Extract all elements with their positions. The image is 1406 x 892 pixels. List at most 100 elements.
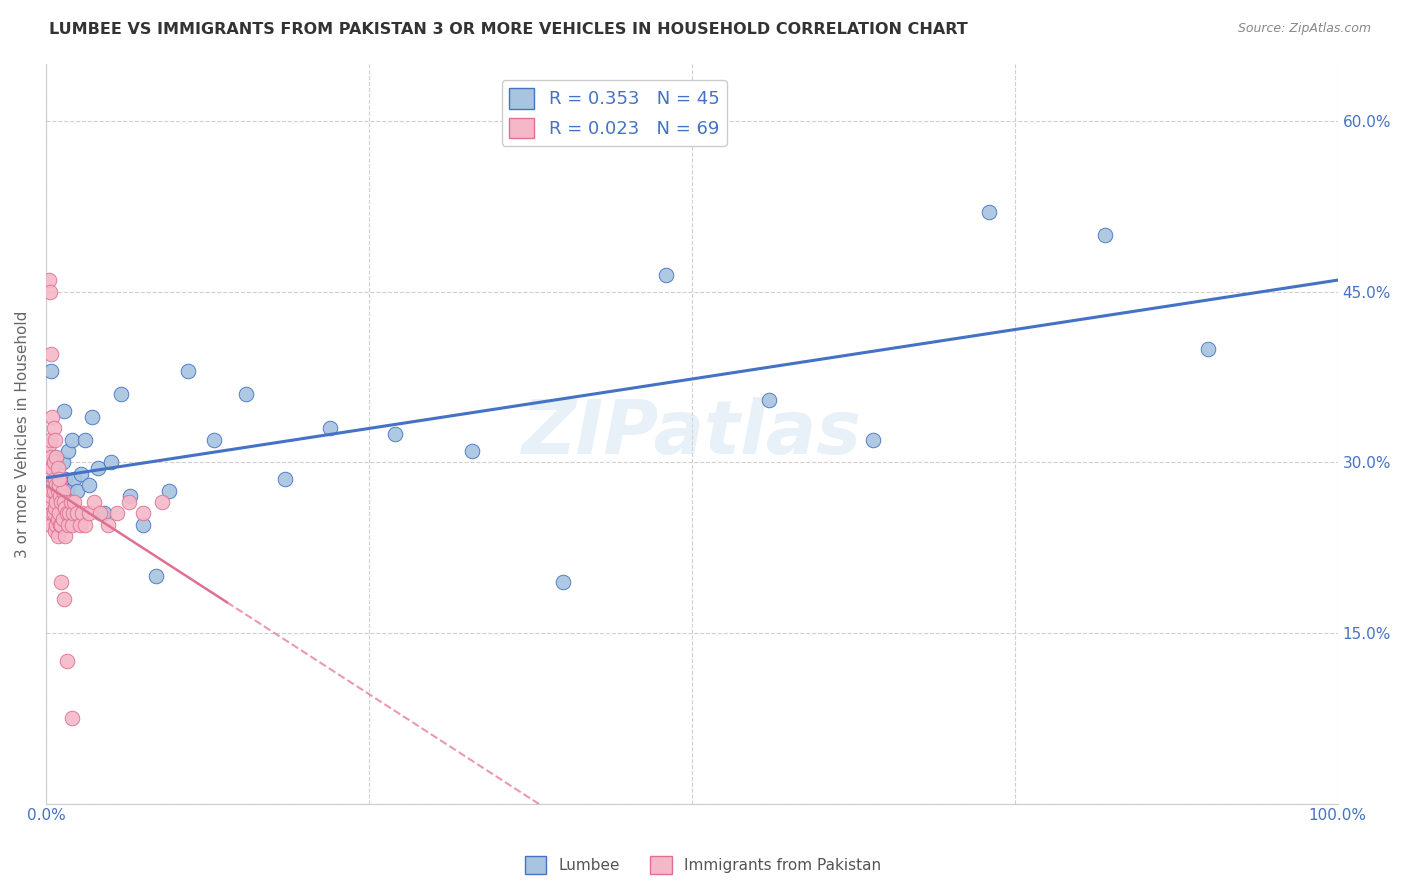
Point <box>73 433 96 447</box>
Point <box>117 495 139 509</box>
Point <box>45 495 67 509</box>
Point <box>41 461 63 475</box>
Point <box>862 433 884 447</box>
Point <box>60 433 83 447</box>
Point <box>38 467 60 481</box>
Point <box>38 512 60 526</box>
Point <box>110 387 132 401</box>
Point <box>69 517 91 532</box>
Point <box>63 472 86 486</box>
Point <box>53 404 76 418</box>
Point <box>63 495 86 509</box>
Point <box>48 478 70 492</box>
Point <box>274 472 297 486</box>
Point <box>132 517 155 532</box>
Point <box>51 517 73 532</box>
Point <box>56 517 79 532</box>
Point <box>51 574 73 589</box>
Point <box>235 387 257 401</box>
Point <box>53 529 76 543</box>
Point <box>82 409 104 424</box>
Point <box>42 455 65 469</box>
Point <box>62 507 84 521</box>
Point <box>202 433 225 447</box>
Point <box>42 507 65 521</box>
Point <box>42 421 65 435</box>
Point <box>49 490 72 504</box>
Point <box>41 483 63 498</box>
Point <box>48 507 70 521</box>
Point <box>46 512 69 526</box>
Point <box>44 472 66 486</box>
Point <box>319 421 342 435</box>
Point <box>45 478 67 492</box>
Point <box>46 483 69 498</box>
Point <box>177 364 200 378</box>
Point <box>42 483 65 498</box>
Point <box>51 483 73 498</box>
Point <box>39 450 62 464</box>
Point <box>38 273 60 287</box>
Point <box>1198 342 1220 356</box>
Point <box>45 517 67 532</box>
Point <box>77 507 100 521</box>
Point <box>150 495 173 509</box>
Point <box>45 455 67 469</box>
Point <box>157 483 180 498</box>
Point <box>89 507 111 521</box>
Text: LUMBEE VS IMMIGRANTS FROM PAKISTAN 3 OR MORE VEHICLES IN HOUSEHOLD CORRELATION C: LUMBEE VS IMMIGRANTS FROM PAKISTAN 3 OR … <box>49 22 967 37</box>
Point <box>132 507 155 521</box>
Point <box>70 507 93 521</box>
Point <box>44 433 66 447</box>
Point <box>53 591 76 606</box>
Point <box>38 285 60 299</box>
Point <box>39 490 62 504</box>
Point <box>38 495 60 509</box>
Point <box>39 347 62 361</box>
Point <box>55 483 77 498</box>
Point <box>73 517 96 532</box>
Point <box>461 444 484 458</box>
Text: Source: ZipAtlas.com: Source: ZipAtlas.com <box>1237 22 1371 36</box>
Point <box>51 495 73 509</box>
Point <box>86 461 108 475</box>
Point <box>70 467 93 481</box>
Legend: R = 0.353   N = 45, R = 0.023   N = 69: R = 0.353 N = 45, R = 0.023 N = 69 <box>502 80 727 145</box>
Point <box>83 495 105 509</box>
Point <box>105 507 128 521</box>
Point <box>44 500 66 515</box>
Point <box>53 500 76 515</box>
Point <box>53 472 76 486</box>
Point <box>44 524 66 538</box>
Point <box>58 507 80 521</box>
Point <box>53 495 76 509</box>
Point <box>38 461 60 475</box>
Point <box>1094 227 1116 242</box>
Point <box>66 507 89 521</box>
Point <box>46 495 69 509</box>
Point <box>39 364 62 378</box>
Point <box>60 711 83 725</box>
Point <box>44 500 66 515</box>
Point <box>977 205 1000 219</box>
Point <box>55 654 77 668</box>
Point <box>41 409 63 424</box>
Point <box>46 529 69 543</box>
Point <box>56 444 79 458</box>
Point <box>758 392 780 407</box>
Point <box>41 478 63 492</box>
Point <box>38 433 60 447</box>
Point <box>49 517 72 532</box>
Point <box>37 500 59 515</box>
Point <box>42 450 65 464</box>
Point <box>45 450 67 464</box>
Point <box>52 483 75 498</box>
Point <box>46 461 69 475</box>
Point <box>41 507 63 521</box>
Point <box>66 483 89 498</box>
Point <box>48 472 70 486</box>
Point <box>55 507 77 521</box>
Point <box>384 426 406 441</box>
Point <box>58 495 80 509</box>
Point <box>37 461 59 475</box>
